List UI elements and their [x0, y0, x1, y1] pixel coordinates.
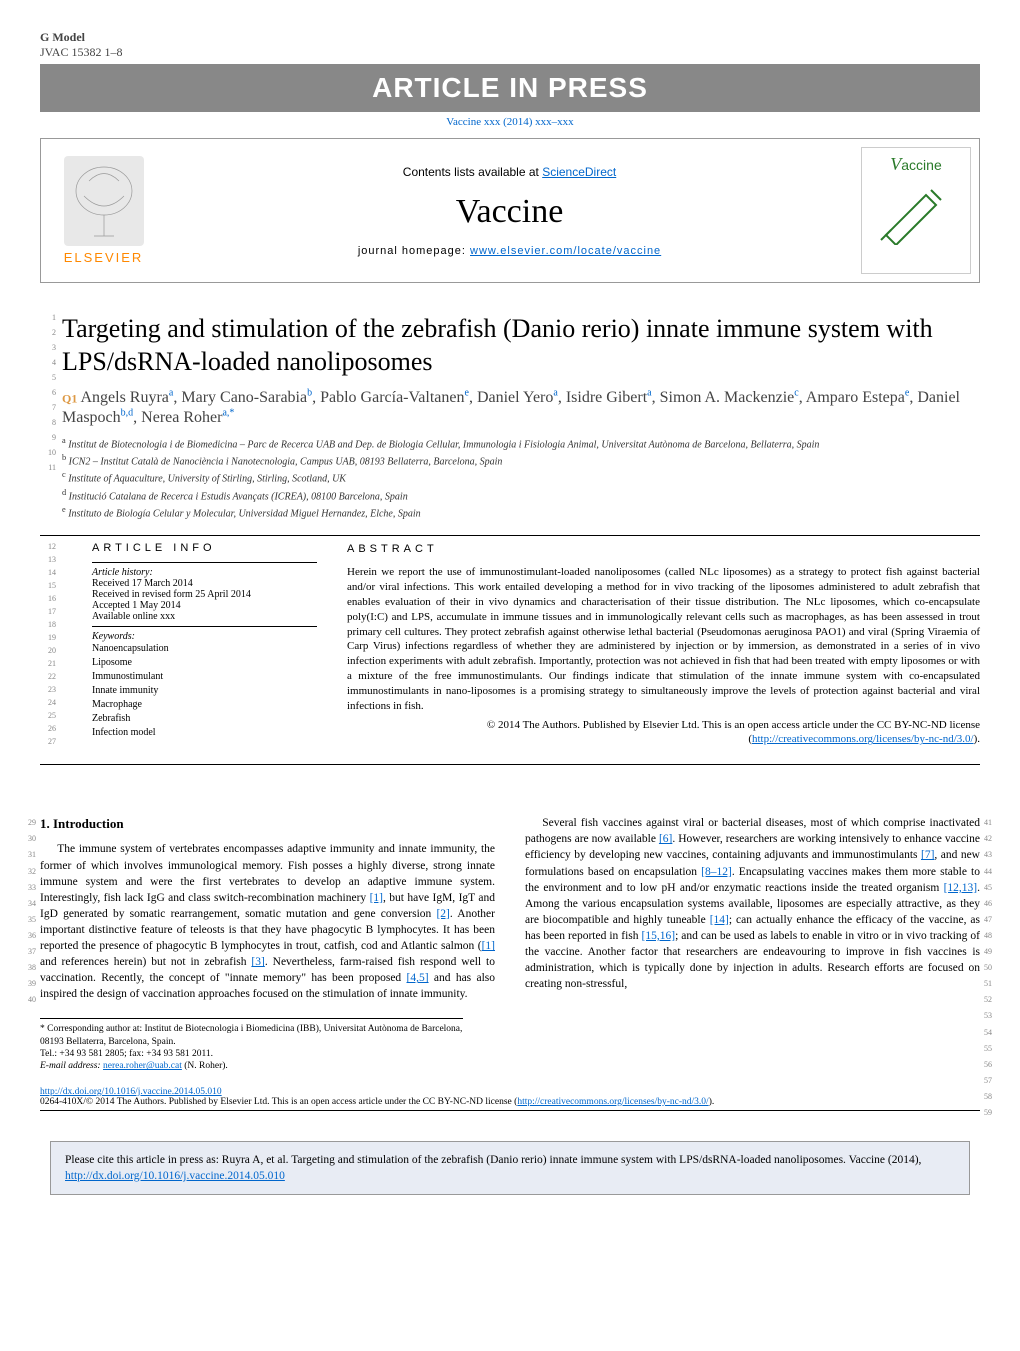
g-model-header: G Model JVAC 15382 1–8 [40, 30, 980, 60]
ref-4-5[interactable]: [4,5] [407, 972, 429, 984]
cite-box: Please cite this article in press as: Ru… [50, 1141, 970, 1195]
affiliations: a Institut de Biotecnologia i de Biomedi… [62, 435, 980, 522]
ref-2[interactable]: [2] [436, 908, 449, 920]
ref-8-12[interactable]: [8–12] [701, 866, 732, 878]
ref-3[interactable]: [3] [251, 956, 264, 968]
article-info-head: ARTICLE INFO [92, 542, 317, 554]
vaccine-citation-line: Vaccine xxx (2014) xxx–xxx [40, 116, 980, 128]
line-numbers-title: 1234567891011 [40, 313, 62, 521]
introduction-section: 1. Introduction The immune system of ver… [40, 815, 980, 1002]
corr-email-line: E-mail address: nerea.roher@uab.cat (N. … [40, 1060, 463, 1072]
syringe-icon [876, 175, 956, 245]
line-numbers-intro-right: 41424344454647484950515253545556575859 [984, 815, 992, 1121]
doi-link[interactable]: http://dx.doi.org/10.1016/j.vaccine.2014… [40, 1087, 222, 1097]
elsevier-logo-cell: ELSEVIER [41, 139, 166, 282]
journal-center: Contents lists available at ScienceDirec… [166, 139, 853, 282]
line-numbers-info: 12131415161718192021222324252627 [40, 542, 62, 750]
jvac-id: JVAC 15382 1–8 [40, 45, 122, 59]
article-title: Targeting and stimulation of the zebrafi… [62, 313, 980, 378]
ref-15-16[interactable]: [15,16] [642, 930, 676, 942]
intro-paragraph-1: The immune system of vertebrates encompa… [40, 841, 495, 1002]
journal-homepage-link[interactable]: www.elsevier.com/locate/vaccine [470, 245, 661, 257]
journal-header-box: ELSEVIER Contents lists available at Sci… [40, 138, 980, 283]
abstract-body: Herein we report the use of immunostimul… [347, 565, 980, 713]
doi-license-link[interactable]: http://creativecommons.org/licenses/by-n… [517, 1097, 708, 1107]
corr-tel: Tel.: +34 93 581 2805; fax: +34 93 581 2… [40, 1048, 463, 1060]
cite-doi-link[interactable]: http://dx.doi.org/10.1016/j.vaccine.2014… [65, 1170, 285, 1182]
keywords-list: NanoencapsulationLiposomeImmunostimulant… [92, 642, 317, 740]
abstract-column: ABSTRACT Herein we report the use of imm… [347, 542, 980, 750]
sciencedirect-link[interactable]: ScienceDirect [542, 165, 616, 179]
abstract-head: ABSTRACT [347, 542, 980, 557]
article-in-press-banner: ARTICLE IN PRESS [40, 64, 980, 112]
ref-1[interactable]: [1] [370, 892, 383, 904]
keywords-label: Keywords: [92, 631, 317, 642]
contents-lists-line: Contents lists available at ScienceDirec… [403, 165, 616, 179]
q1-marker: Q1 [62, 391, 77, 405]
ref-1b[interactable]: [1] [482, 940, 495, 952]
article-history-list: Received 17 March 2014Received in revise… [92, 578, 317, 622]
line-numbers-intro-left: 293031323334353637383940 [28, 815, 36, 1008]
journal-name: Vaccine [456, 193, 564, 231]
corr-address: * Corresponding author at: Institut de B… [40, 1023, 463, 1048]
article-history-label: Article history: [92, 567, 317, 578]
ref-7[interactable]: [7] [921, 849, 934, 861]
license-link[interactable]: http://creativecommons.org/licenses/by-n… [752, 733, 974, 745]
corr-email-link[interactable]: nerea.roher@uab.cat [103, 1061, 182, 1071]
ref-12-13[interactable]: [12,13] [944, 882, 978, 894]
introduction-head: 1. Introduction [40, 815, 495, 833]
abstract-copyright: © 2014 The Authors. Published by Elsevie… [347, 718, 980, 748]
corresponding-author-block: * Corresponding author at: Institut de B… [40, 1018, 463, 1072]
intro-paragraph-2: Several fish vaccines against viral or b… [525, 815, 980, 992]
g-model-label: G Model [40, 30, 85, 44]
author-list: Q1 Angels Ruyraa, Mary Cano-Sarabiab, Pa… [62, 388, 980, 427]
journal-cover-icon: Vaccine [861, 147, 971, 274]
doi-bar: http://dx.doi.org/10.1016/j.vaccine.2014… [40, 1087, 980, 1111]
ref-14[interactable]: [14] [710, 914, 729, 926]
elsevier-tree-icon [64, 156, 144, 246]
journal-homepage-line: journal homepage: www.elsevier.com/locat… [358, 245, 661, 257]
authors-text: Angels Ruyraa, Mary Cano-Sarabiab, Pablo… [62, 389, 960, 425]
ref-6[interactable]: [6] [659, 833, 672, 845]
elsevier-label: ELSEVIER [64, 250, 144, 265]
article-info-column: ARTICLE INFO Article history: Received 1… [92, 542, 317, 750]
